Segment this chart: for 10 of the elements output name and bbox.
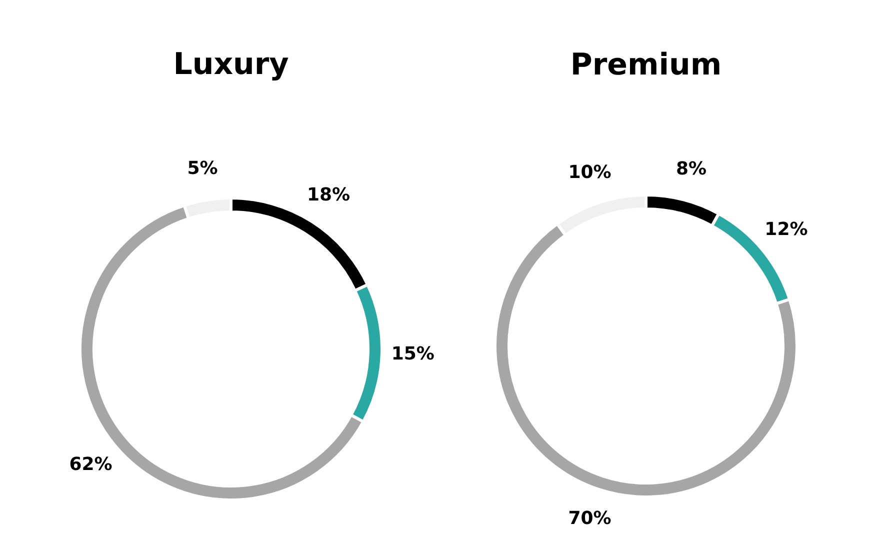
- data-label: 15%: [391, 344, 434, 365]
- data-label: 10%: [568, 162, 612, 183]
- data-label: 18%: [306, 184, 350, 206]
- data-label: 5%: [187, 158, 218, 180]
- chart-title: Luxury: [173, 47, 290, 82]
- data-label: 8%: [676, 158, 707, 180]
- chart-title: Premium: [570, 48, 722, 83]
- data-label: 12%: [764, 218, 808, 240]
- data-label: 62%: [69, 454, 112, 476]
- data-label: 70%: [568, 508, 612, 530]
